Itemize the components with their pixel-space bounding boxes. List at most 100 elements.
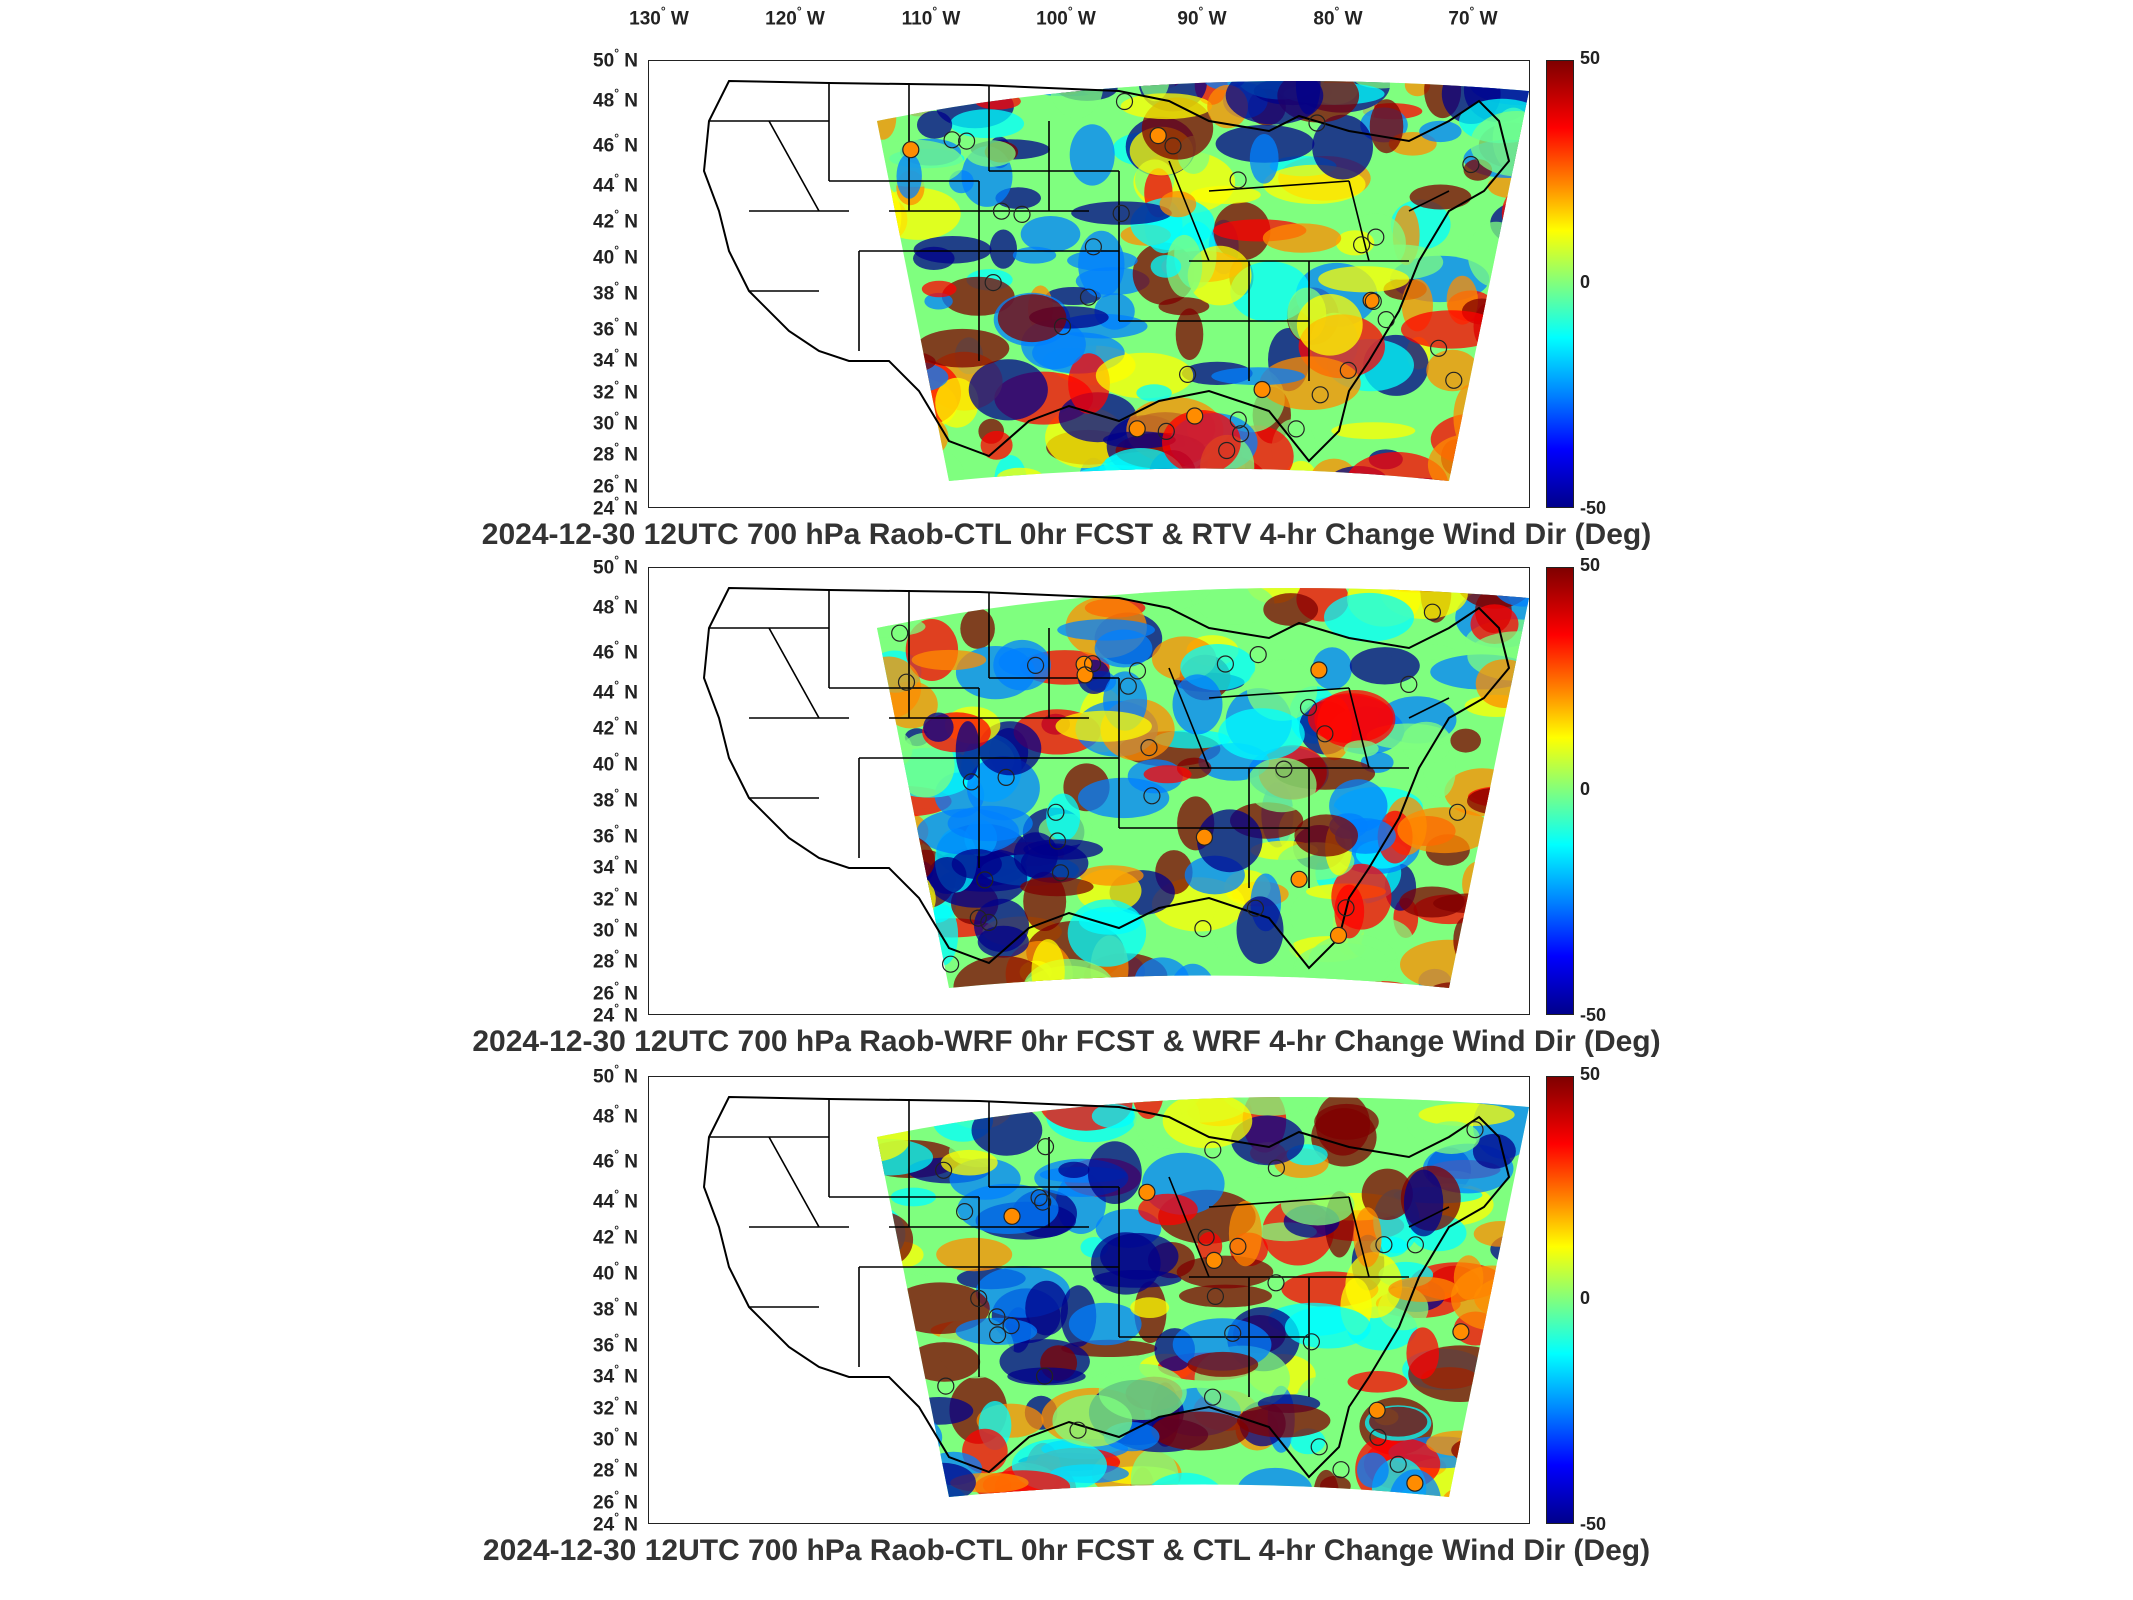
field-patch <box>1130 1297 1170 1318</box>
field-patch <box>1423 1121 1480 1154</box>
latitude-label: 46° N <box>593 131 638 157</box>
latitude-label: 38° N <box>593 785 638 812</box>
field-patch <box>1046 793 1081 842</box>
raob-station-marker <box>1375 1236 1393 1254</box>
field-patch <box>1262 223 1342 253</box>
field-patch <box>1058 1161 1090 1178</box>
raob-station-marker <box>969 909 987 927</box>
raob-station-marker <box>956 1203 974 1221</box>
field-patch <box>877 1211 914 1268</box>
raob-station-marker <box>942 955 960 973</box>
field-patch <box>877 87 904 105</box>
raob-station-marker <box>1128 662 1147 680</box>
field-patch <box>1220 1097 1320 1116</box>
state-boundary <box>1168 160 1210 262</box>
field-patch <box>904 1397 974 1425</box>
latitude-label: 46° N <box>593 638 638 664</box>
field-patch <box>1465 1450 1529 1497</box>
longitude-label: 130° W <box>629 4 689 30</box>
field-patch <box>1433 893 1513 914</box>
raob-station-marker <box>1462 155 1480 174</box>
field-patch <box>1451 1436 1512 1464</box>
raob-station-marker <box>1003 1207 1021 1225</box>
field-patch <box>1134 957 1190 988</box>
raob-station-marker <box>1389 1455 1407 1473</box>
field-patch <box>1237 1467 1313 1497</box>
field-patch <box>911 649 987 671</box>
raob-station-marker <box>1224 1324 1242 1342</box>
latitude-label: 24° N <box>593 1001 638 1027</box>
field-patch <box>1313 1469 1340 1497</box>
field-patch <box>1442 1481 1529 1497</box>
raob-station-marker <box>1195 828 1214 846</box>
raob-station-marker <box>1218 441 1236 460</box>
raob-station-marker <box>1002 1317 1020 1335</box>
field-patch <box>1073 465 1160 481</box>
colorbar <box>1546 567 1574 1015</box>
raob-station-marker <box>1178 365 1197 383</box>
state-boundary <box>1348 687 1370 769</box>
raob-station-marker <box>970 1289 988 1308</box>
field-patch <box>1488 1413 1529 1456</box>
state-boundary <box>1168 1176 1210 1278</box>
state-boundary <box>1208 180 1350 192</box>
field-patch <box>1172 674 1223 735</box>
field-patch <box>1162 1097 1253 1149</box>
field-patch <box>1467 221 1525 288</box>
field-patch <box>1175 308 1204 360</box>
field-patch <box>1139 81 1170 102</box>
field-patch <box>1156 1486 1204 1497</box>
field-patch <box>913 246 955 270</box>
field-patch <box>996 467 1044 481</box>
field-patch <box>1236 896 1284 964</box>
raob-station-marker <box>988 1308 1006 1326</box>
raob-station-marker <box>1186 407 1204 425</box>
latitude-label: 34° N <box>593 1362 638 1388</box>
raob-station-marker <box>937 1377 955 1395</box>
field-patch <box>877 1242 896 1279</box>
field-patch <box>1237 1403 1331 1438</box>
field-patch <box>1079 865 1144 886</box>
colorbar-min-label: -50 <box>1580 1005 1607 1025</box>
raob-station-marker <box>1290 870 1308 888</box>
raob-station-marker <box>1112 204 1130 222</box>
raob-station-marker <box>1157 422 1175 440</box>
field-patch <box>950 109 1025 139</box>
field-patch <box>1087 1141 1142 1204</box>
raob-station-marker <box>1429 339 1448 357</box>
raob-station-marker <box>980 913 998 931</box>
field-patch <box>1225 81 1324 125</box>
field-patch <box>1092 1270 1182 1288</box>
country-boundary <box>702 1095 1511 1479</box>
latitude-label: 30° N <box>593 408 638 435</box>
field-patch <box>1473 341 1529 394</box>
field-patch <box>877 957 916 988</box>
raob-station-marker <box>989 1326 1007 1344</box>
field-patch <box>1136 384 1172 402</box>
latitude-label: 26° N <box>593 471 638 497</box>
latitude-label: 44° N <box>593 1187 638 1213</box>
field-patch <box>1345 452 1448 481</box>
field-patch <box>1349 647 1420 685</box>
state-boundary <box>1408 1206 1450 1228</box>
field-patch <box>1331 863 1392 930</box>
raob-station-marker <box>1194 920 1212 938</box>
field-patch <box>1023 839 1103 860</box>
raob-station-marker <box>1036 1138 1055 1156</box>
state-boundary <box>1348 1196 1370 1278</box>
field-patch <box>1001 1097 1049 1113</box>
latitude-label: 40° N <box>593 243 638 269</box>
field-patch <box>1468 905 1529 961</box>
latitude-label: 40° N <box>593 750 638 776</box>
raob-station-marker <box>1027 656 1045 675</box>
state-boundary <box>1348 180 1370 262</box>
raob-station-marker <box>1287 420 1305 438</box>
raob-station-marker <box>1140 739 1158 757</box>
field-patch <box>1343 981 1420 988</box>
raob-station-marker <box>1119 677 1137 695</box>
field-patch <box>890 1282 990 1334</box>
field-patch <box>877 1414 943 1461</box>
field-patch <box>1483 463 1519 481</box>
field-patch <box>1345 1252 1403 1319</box>
field-patch <box>1471 1097 1510 1104</box>
